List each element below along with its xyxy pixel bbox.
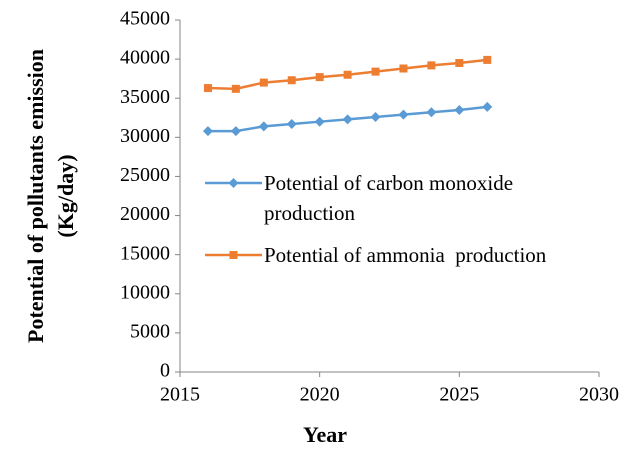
y-tick-label: 0 xyxy=(160,360,170,382)
y-tick-label: 10000 xyxy=(120,281,170,303)
legend-marker xyxy=(229,251,238,259)
data-point xyxy=(455,59,464,68)
data-point xyxy=(482,101,493,112)
legend-label: Potential of carbon monoxide production xyxy=(264,171,519,225)
data-point xyxy=(287,76,296,85)
y-tick-label: 45000 xyxy=(120,8,170,30)
data-point xyxy=(370,111,381,122)
data-point xyxy=(343,70,352,79)
data-point xyxy=(258,121,269,132)
data-point xyxy=(203,84,212,93)
y-tick-label: 40000 xyxy=(120,47,170,69)
data-point xyxy=(398,109,409,120)
legend-label: Potential of ammonia production xyxy=(264,243,547,267)
y-tick-label: 5000 xyxy=(130,320,170,342)
y-axis-title: (Kg/day) xyxy=(53,154,78,237)
data-point xyxy=(230,126,241,137)
data-point xyxy=(314,116,325,127)
y-tick-label: 20000 xyxy=(120,203,170,225)
data-point xyxy=(454,104,465,115)
data-point xyxy=(315,73,324,82)
data-point xyxy=(399,64,408,73)
y-axis-title: Potential of pollutants emission xyxy=(23,49,48,343)
x-tick-label: 2020 xyxy=(300,384,340,406)
x-tick-label: 2025 xyxy=(439,384,479,406)
y-tick-label: 35000 xyxy=(120,86,170,108)
legend-marker xyxy=(228,178,239,188)
data-point xyxy=(342,114,353,125)
x-tick-label: 2015 xyxy=(160,384,200,406)
data-point xyxy=(426,107,437,118)
data-point xyxy=(371,67,380,76)
data-point xyxy=(259,78,268,87)
data-point xyxy=(427,61,436,70)
x-tick-label: 2030 xyxy=(579,384,619,406)
data-point xyxy=(202,126,213,137)
y-tick-label: 25000 xyxy=(120,164,170,186)
data-point xyxy=(483,55,492,64)
x-axis-title: Year xyxy=(303,422,347,447)
data-point xyxy=(231,84,240,93)
y-tick-label: 30000 xyxy=(120,125,170,147)
data-point xyxy=(286,119,297,130)
y-tick-label: 15000 xyxy=(120,242,170,264)
